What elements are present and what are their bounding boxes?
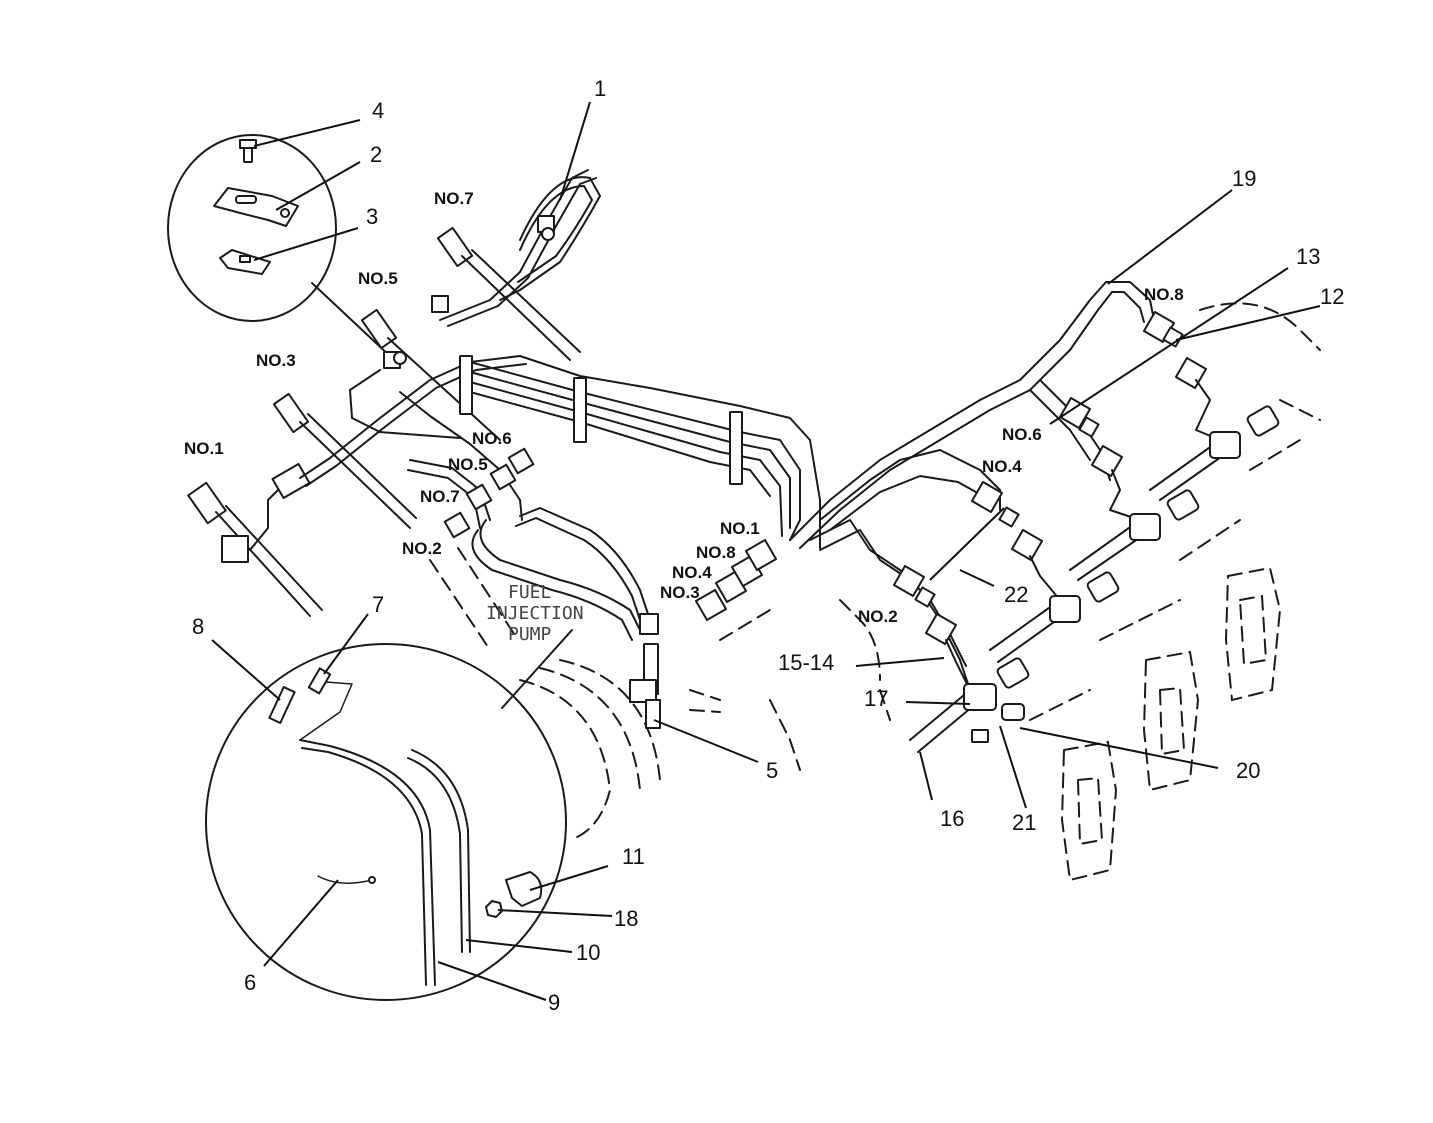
label-right-no2: NO.2 (858, 607, 898, 626)
leader-lines (211, 101, 1321, 1001)
label-pump-no7: NO.7 (420, 487, 460, 506)
left-fuel-lines (299, 169, 821, 549)
label-pump-no1: NO.1 (720, 519, 760, 538)
label-pump-no5: NO.5 (448, 455, 488, 474)
bolt-part (239, 139, 257, 163)
pump-outlets (443, 447, 778, 729)
detail-circle-clamp (167, 134, 393, 359)
callout-6: 6 (244, 970, 256, 995)
left-bank-injectors (187, 226, 581, 617)
callout-7: 7 (372, 592, 384, 617)
label-top-no1: NO.1 (184, 439, 224, 458)
right-bank-injectors (909, 405, 1280, 753)
pump-label-line-1: FUEL (508, 582, 552, 603)
callout-13: 13 (1296, 244, 1320, 269)
pump-label-line-2: INJECTION (486, 603, 584, 624)
callout-19: 19 (1232, 166, 1256, 191)
callout-8: 8 (192, 614, 204, 639)
callout-4: 4 (372, 98, 384, 123)
clip-part (219, 249, 271, 275)
label-pump-no8: NO.8 (696, 543, 736, 562)
label-top-no3: NO.3 (256, 351, 296, 370)
callout-10: 10 (576, 940, 600, 965)
cylinder-labels: NO.7 NO.5 NO.3 NO.1 NO.6 NO.5 NO.7 NO.2 … (184, 189, 1184, 626)
callout-22: 22 (1004, 582, 1028, 607)
callout-20: 20 (1236, 758, 1260, 783)
injection-pump-outline (429, 547, 771, 841)
engine-outline-dashed (769, 302, 1321, 882)
label-right-no6: NO.6 (1002, 425, 1042, 444)
callout-12: 12 (1320, 284, 1344, 309)
callout-1: 1 (594, 76, 606, 101)
callout-numbers: 1 2 3 4 5 6 7 8 9 10 11 12 13 15-14 16 1… (192, 76, 1344, 1015)
callout-2: 2 (370, 142, 382, 167)
fuel-injection-pump-label: FUEL INJECTION PUMP (486, 582, 584, 645)
callout-18: 18 (614, 906, 638, 931)
label-pump-no3: NO.3 (660, 583, 700, 602)
right-fuel-lines (789, 281, 1280, 753)
label-pump-no4: NO.4 (672, 563, 712, 582)
label-pump-no2: NO.2 (402, 539, 442, 558)
callout-16: 16 (940, 806, 964, 831)
callout-11: 11 (622, 844, 645, 869)
detail-circle-hoses (205, 629, 573, 1001)
label-top-no7: NO.7 (434, 189, 474, 208)
plate-part (213, 187, 299, 227)
label-right-no8: NO.8 (1144, 285, 1184, 304)
label-right-no4: NO.4 (982, 457, 1022, 476)
label-pump-no6: NO.6 (472, 429, 512, 448)
pump-label-line-3: PUMP (508, 624, 552, 645)
callout-17: 17 (864, 686, 888, 711)
callout-21: 21 (1012, 810, 1036, 835)
callout-9: 9 (548, 990, 560, 1015)
label-top-no5: NO.5 (358, 269, 398, 288)
callout-15-14: 15-14 (778, 650, 834, 675)
callout-3: 3 (366, 204, 378, 229)
callout-5: 5 (766, 758, 778, 783)
